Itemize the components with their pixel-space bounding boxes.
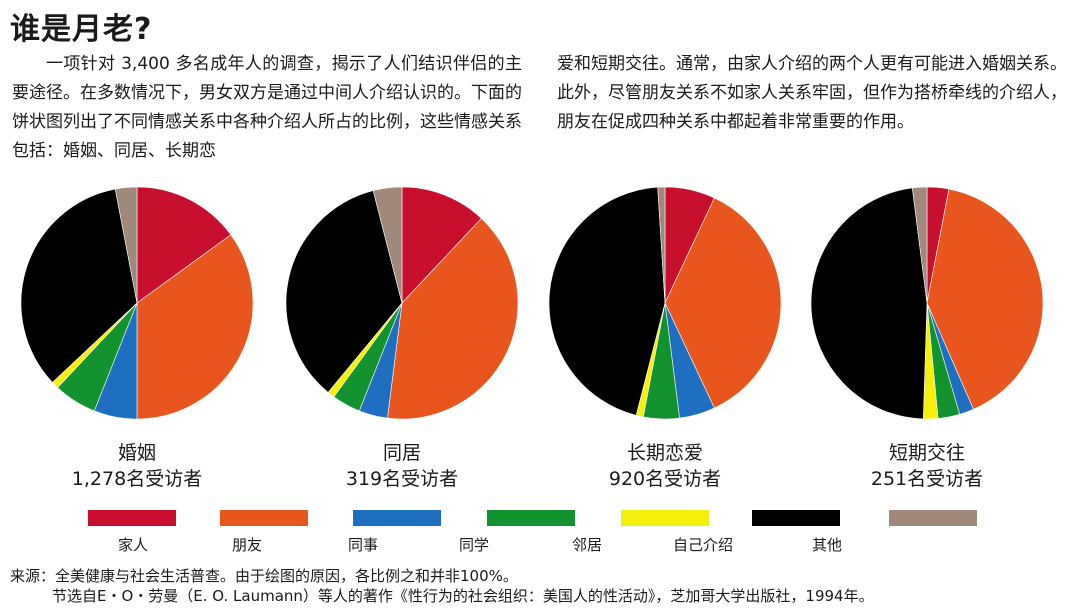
legend-swatch-1 (220, 510, 308, 526)
pie-respondents: 319名受访者 (345, 468, 459, 490)
legend-label-1: 朋友 (232, 536, 263, 554)
legend-label-5: 自己介绍 (673, 536, 734, 554)
pie-name: 短期交往 (888, 442, 965, 464)
legend-label-0: 家人 (118, 536, 149, 554)
pie-slice-1-5 (285, 190, 403, 393)
pie-slice-1-1 (387, 218, 519, 420)
pie-slice-2-1 (664, 197, 782, 409)
intro-text-right: 爱和短期交往。通常，由家人介绍的两个人更有可能进入婚姻关系。此外，尽管朋友关系不… (557, 54, 1067, 132)
legend-swatch-3 (487, 510, 575, 526)
legend-label-3: 同学 (459, 536, 490, 554)
pie-charts (20, 186, 1044, 420)
pie-label-2: 长期恋爱 920名受访者 (545, 440, 785, 492)
pie-name: 长期恋爱 (626, 442, 703, 464)
pie-slice-3-5 (810, 187, 928, 420)
legend-swatch-0 (88, 510, 176, 526)
legend-swatch-6 (889, 510, 977, 526)
pie-slice-1-0 (401, 186, 482, 304)
intro-text-left: 一项针对 3,400 多名成年人的调查，揭示了人们结识伴侣的主要途径。在多数情况… (12, 54, 522, 161)
legend-label-2: 同事 (348, 536, 379, 554)
legend-swatch-5 (752, 510, 840, 526)
source-note: 来源：全美健康与社会生活普查。由于绘图的原因，各比例之和并非100%。 (10, 567, 518, 585)
pie-label-0: 婚姻 1,278名受访者 (17, 440, 257, 492)
legend-swatch-2 (353, 510, 441, 526)
pie-name: 同居 (382, 442, 421, 464)
intro-paragraph-left: 一项针对 3,400 多名成年人的调查，揭示了人们结识伴侣的主要途径。在多数情况… (12, 50, 522, 166)
legend-swatch-4 (621, 510, 709, 526)
pie-slice-1-6 (372, 186, 403, 304)
pie-slice-0-0 (136, 186, 232, 304)
intro-paragraph-right: 爱和短期交往。通常，由家人介绍的两个人更有可能进入婚姻关系。此外，尽管朋友关系不… (557, 50, 1067, 137)
pie-respondents: 251名受访者 (870, 468, 984, 490)
pie-respondents: 920名受访者 (608, 468, 722, 490)
citation-note: 节选自E・O・劳曼（E. O. Laumann）等人的著作《性行为的社会组织：美… (52, 587, 874, 605)
pie-slice-0-6 (114, 186, 138, 304)
page-title: 谁是月老? (10, 12, 153, 47)
pie-respondents: 1,278名受访者 (71, 468, 203, 490)
legend-label-6: 其他 (812, 536, 843, 554)
pie-slice-0-1 (136, 234, 254, 420)
pie-slice-2-5 (548, 186, 666, 416)
pie-slice-3-1 (926, 188, 1044, 410)
pie-name: 婚姻 (117, 442, 156, 464)
pie-label-1: 同居 319名受访者 (282, 440, 522, 492)
pie-slice-2-6 (657, 186, 666, 304)
pie-slice-3-6 (911, 186, 928, 304)
pie-slice-0-5 (20, 188, 138, 383)
legend-label-4: 邻居 (572, 536, 603, 554)
pie-label-3: 短期交往 251名受访者 (807, 440, 1047, 492)
